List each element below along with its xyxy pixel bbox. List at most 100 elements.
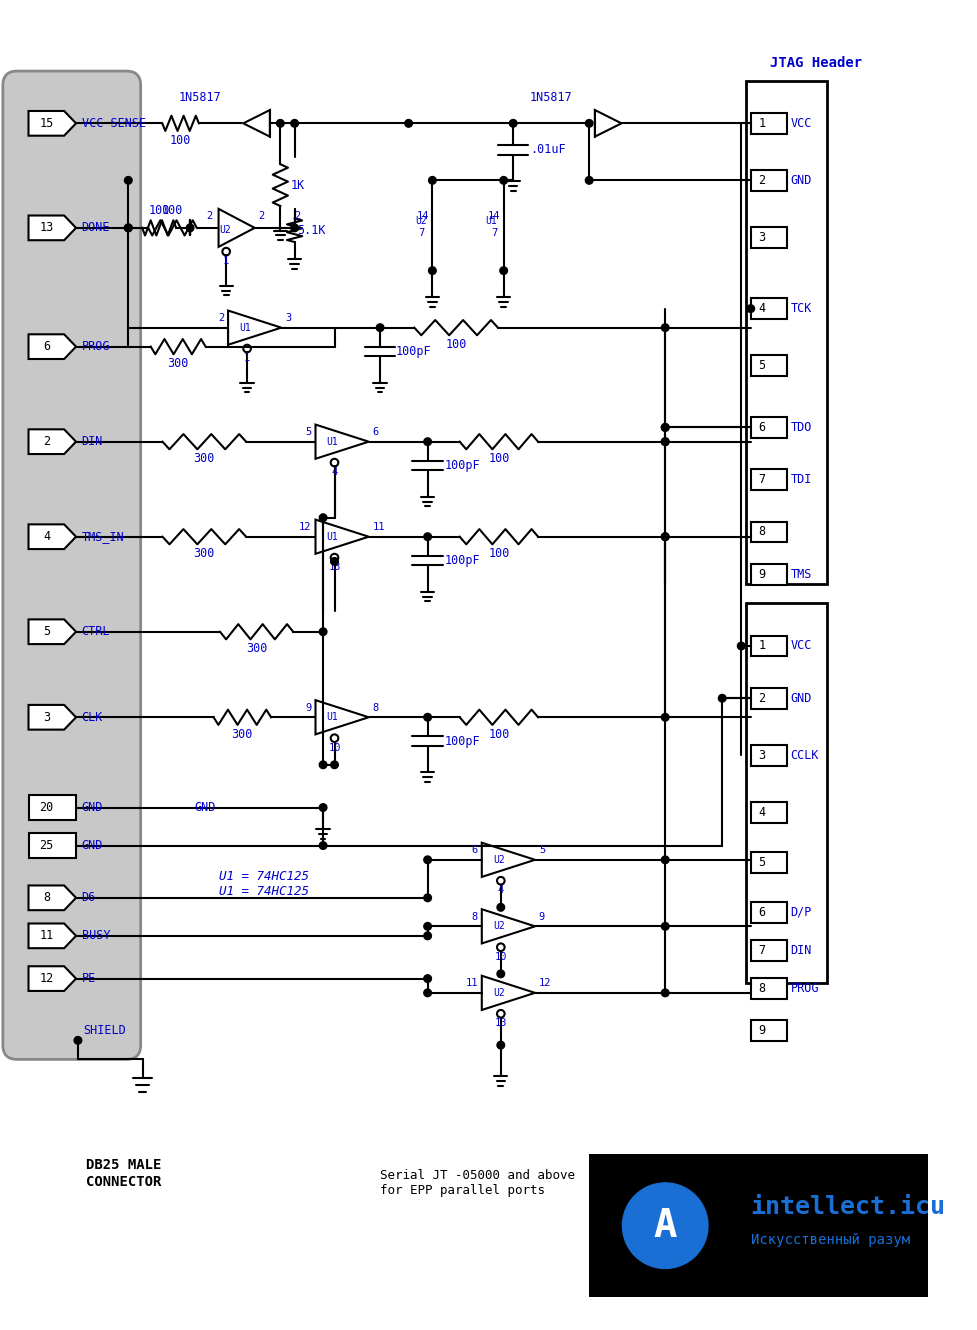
- Circle shape: [319, 803, 327, 811]
- Text: 7: 7: [418, 227, 424, 238]
- Circle shape: [738, 642, 745, 650]
- Text: U1 = 74HC125
U1 = 74HC125: U1 = 74HC125 U1 = 74HC125: [219, 870, 309, 898]
- Bar: [750, 564, 786, 585]
- Text: GND: GND: [82, 839, 104, 853]
- Circle shape: [404, 120, 412, 128]
- Text: 13: 13: [39, 221, 54, 234]
- Polygon shape: [28, 795, 76, 819]
- Text: 13: 13: [328, 563, 341, 572]
- Text: 7: 7: [491, 227, 497, 238]
- Polygon shape: [28, 833, 76, 858]
- Circle shape: [718, 694, 726, 702]
- Text: VCC: VCC: [790, 640, 812, 653]
- Circle shape: [429, 267, 436, 274]
- Polygon shape: [28, 430, 76, 454]
- Circle shape: [497, 1041, 504, 1049]
- Circle shape: [319, 761, 327, 769]
- Text: U1: U1: [239, 323, 251, 332]
- Text: 1: 1: [758, 117, 766, 130]
- Bar: [750, 298, 786, 319]
- Circle shape: [319, 842, 327, 850]
- Text: 11: 11: [39, 930, 54, 943]
- Polygon shape: [28, 620, 76, 644]
- Text: JTAG Header: JTAG Header: [770, 56, 862, 70]
- Bar: [750, 978, 786, 999]
- Bar: [750, 227, 786, 247]
- Circle shape: [74, 1036, 82, 1044]
- Text: 7: 7: [758, 473, 766, 487]
- Circle shape: [747, 305, 754, 313]
- Text: 25: 25: [39, 839, 54, 853]
- Bar: [746, 604, 827, 983]
- Text: TDO: TDO: [790, 420, 812, 434]
- Text: 300: 300: [232, 728, 253, 741]
- Text: 3: 3: [758, 749, 766, 762]
- Text: 13: 13: [494, 1019, 507, 1028]
- Circle shape: [585, 120, 593, 128]
- Text: 14: 14: [416, 210, 429, 221]
- Text: 100pF: 100pF: [445, 555, 481, 567]
- Text: 4: 4: [497, 886, 504, 895]
- Circle shape: [424, 932, 432, 939]
- Circle shape: [661, 713, 669, 721]
- Circle shape: [424, 438, 432, 446]
- Text: D/P: D/P: [790, 906, 812, 919]
- Circle shape: [330, 557, 338, 565]
- Text: 2: 2: [295, 211, 301, 222]
- Text: 100: 100: [488, 728, 510, 741]
- Circle shape: [509, 120, 517, 128]
- Text: GND: GND: [82, 801, 104, 814]
- Text: 100: 100: [149, 205, 170, 217]
- Text: U1: U1: [326, 532, 338, 541]
- Text: 6: 6: [758, 420, 766, 434]
- Bar: [750, 939, 786, 960]
- Text: DIN: DIN: [82, 435, 104, 448]
- Text: U1: U1: [486, 217, 497, 226]
- Text: 5.1K: 5.1K: [297, 223, 326, 237]
- Circle shape: [424, 923, 432, 930]
- Bar: [750, 688, 786, 709]
- Circle shape: [661, 923, 669, 930]
- Circle shape: [424, 990, 432, 996]
- Text: 5: 5: [758, 359, 766, 372]
- Circle shape: [585, 177, 593, 184]
- Text: 9: 9: [306, 702, 312, 713]
- Text: GND: GND: [790, 174, 812, 186]
- Text: 1: 1: [244, 352, 250, 363]
- Circle shape: [319, 513, 327, 521]
- Circle shape: [124, 223, 132, 231]
- Text: SHIELD: SHIELD: [84, 1024, 126, 1037]
- Polygon shape: [28, 524, 76, 549]
- Text: BUSY: BUSY: [82, 930, 110, 943]
- Bar: [750, 170, 786, 190]
- Text: Искусственный разум: Искусственный разум: [750, 1233, 910, 1248]
- Bar: [750, 636, 786, 657]
- Circle shape: [661, 533, 669, 540]
- Text: GND: GND: [194, 801, 216, 814]
- Text: GND: GND: [790, 692, 812, 705]
- Bar: [750, 469, 786, 491]
- Text: 6: 6: [472, 846, 478, 855]
- Text: 5: 5: [758, 857, 766, 870]
- Text: 12: 12: [39, 972, 54, 986]
- Text: 4: 4: [758, 806, 766, 819]
- Text: 5: 5: [43, 625, 50, 638]
- Circle shape: [497, 970, 504, 978]
- Circle shape: [424, 533, 432, 540]
- Text: 100: 100: [162, 205, 183, 217]
- Text: CCLK: CCLK: [790, 749, 819, 762]
- Text: 100: 100: [170, 134, 191, 146]
- Circle shape: [319, 628, 327, 636]
- Text: 5: 5: [306, 427, 312, 438]
- Bar: [750, 902, 786, 923]
- Bar: [746, 81, 827, 584]
- Text: PROG: PROG: [82, 340, 110, 354]
- Polygon shape: [28, 923, 76, 948]
- Text: U2: U2: [415, 217, 427, 226]
- Text: 3: 3: [43, 710, 50, 724]
- Text: VCC: VCC: [790, 117, 812, 130]
- Polygon shape: [28, 110, 76, 136]
- Text: 1N5817: 1N5817: [178, 92, 221, 104]
- Text: 7: 7: [758, 943, 766, 956]
- Circle shape: [276, 120, 284, 128]
